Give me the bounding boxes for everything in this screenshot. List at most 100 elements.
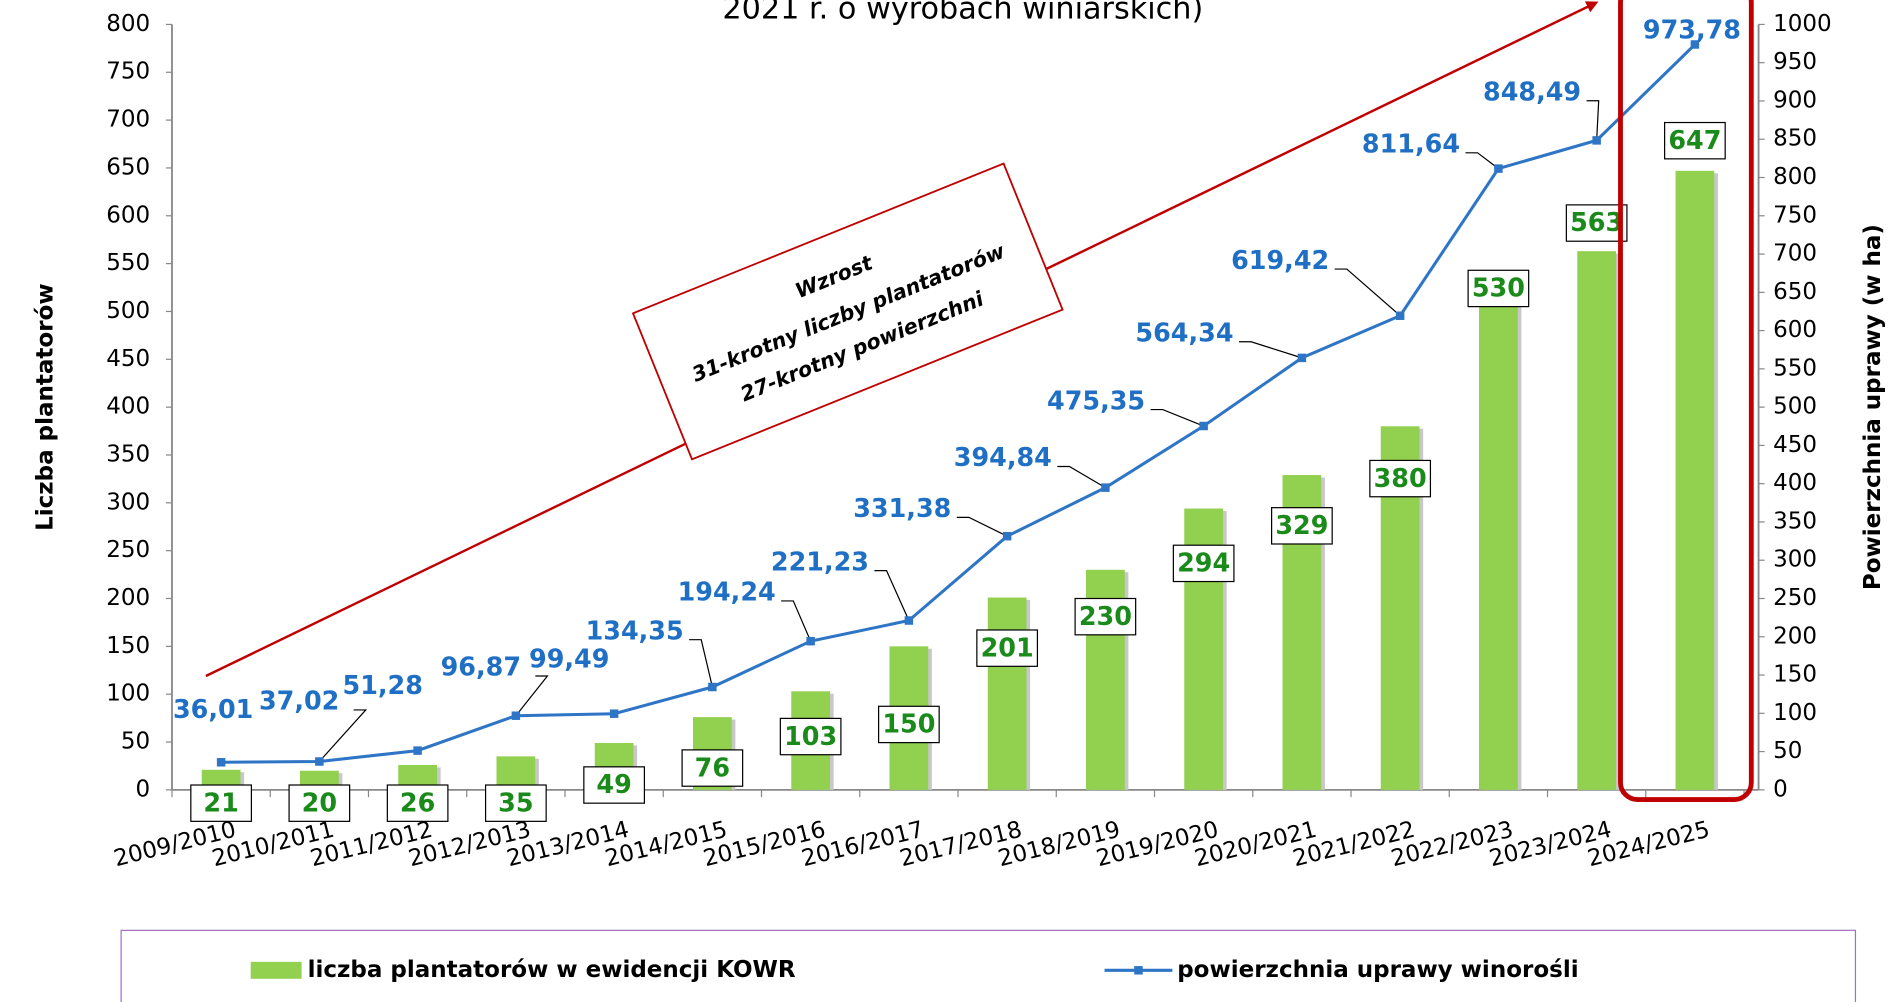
line-point [1494, 164, 1503, 173]
data-label-box [779, 717, 842, 756]
line-point [1690, 40, 1700, 49]
data-label: 20 [302, 787, 337, 817]
y2-tick-label: 50 [1773, 738, 1802, 764]
data-label-box [1467, 269, 1530, 308]
y-tick-label: 800 [106, 11, 150, 37]
line-point [806, 636, 815, 646]
legend-label: powierzchnia uprawy winorośli [1177, 957, 1578, 983]
data-label: 230 [1079, 601, 1132, 631]
y2-tick-label: 450 [1773, 432, 1817, 458]
data-label: 294 [1177, 548, 1230, 578]
data-label: 329 [1275, 510, 1328, 540]
y2-tick-label: 800 [1773, 164, 1817, 190]
leader-line [1238, 341, 1303, 359]
y-tick-label: 150 [106, 633, 150, 659]
data-label-box [1172, 544, 1235, 583]
y2-tick-label: 250 [1773, 585, 1817, 611]
data-label: 76 [695, 752, 730, 782]
bar [1675, 170, 1715, 790]
line-label: 394,84 [954, 442, 1052, 472]
line-label: 221,23 [771, 546, 869, 576]
line-point [511, 711, 521, 720]
legend-box [120, 929, 1857, 1002]
y-tick-label: 450 [106, 346, 150, 372]
line-label: 37,02 [259, 686, 339, 716]
annotation-box [631, 162, 1064, 461]
y-tick-label: 700 [106, 107, 150, 133]
line-label: 331,38 [853, 493, 951, 523]
y-tick-label: 350 [106, 441, 150, 467]
y-tick-label: 650 [106, 154, 150, 180]
legend-marker [1134, 966, 1143, 975]
line-label: 51,28 [343, 670, 423, 700]
data-label-box [1664, 121, 1726, 160]
y-tick-label: 50 [121, 729, 150, 755]
data-label: 26 [400, 787, 435, 817]
y2-tick-label: 200 [1773, 623, 1817, 649]
data-label: 201 [981, 632, 1034, 662]
line-point [1199, 421, 1208, 431]
line-point [413, 746, 422, 755]
line-point [1297, 353, 1307, 363]
y2-tick-label: 650 [1773, 279, 1817, 305]
line-label: 564,34 [1135, 317, 1233, 347]
y2-tick-label: 1000 [1773, 11, 1832, 37]
data-label-box [1271, 507, 1333, 545]
line-label: 475,35 [1047, 385, 1145, 415]
data-label: 563 [1570, 207, 1623, 237]
y2-tick-label: 350 [1773, 508, 1817, 534]
data-label-box [190, 784, 252, 822]
y2-tick-label: 100 [1773, 700, 1817, 726]
y-tick-label: 100 [106, 681, 150, 707]
data-label-box [976, 629, 1039, 667]
leader-line [1334, 268, 1401, 317]
leader-line [956, 516, 1008, 537]
y-tick-label: 200 [106, 585, 150, 611]
data-label-box [1074, 597, 1137, 636]
data-label-box [583, 766, 646, 804]
leader-line [515, 675, 549, 717]
y2-tick-label: 600 [1773, 317, 1817, 343]
leader-line [318, 709, 368, 762]
y2-axis-label: Powierzchnia uprawy (w ha) [1860, 224, 1886, 590]
y-tick-label: 550 [106, 250, 150, 276]
y2-tick-label: 900 [1773, 87, 1817, 113]
data-label: 380 [1374, 463, 1427, 493]
data-label-box [386, 784, 449, 822]
leader-line [1150, 408, 1204, 427]
line-point [1002, 531, 1012, 541]
y-tick-label: 750 [106, 59, 150, 85]
data-label-box [484, 784, 547, 822]
line-label: 973,78 [1643, 15, 1741, 45]
line [221, 43, 1696, 764]
y2-tick-label: 850 [1773, 126, 1817, 152]
y2-tick-label: 400 [1773, 470, 1817, 496]
data-label-box [681, 749, 744, 787]
line-point [1592, 136, 1601, 145]
leader-line [1465, 152, 1499, 170]
line-label: 194,24 [678, 577, 776, 607]
data-label: 35 [498, 787, 533, 817]
line-label: 134,35 [586, 615, 684, 645]
data-label: 150 [882, 709, 935, 739]
data-label-box [877, 705, 940, 744]
leader-line [1057, 465, 1106, 489]
line-label: 619,42 [1231, 245, 1329, 275]
line-label: 96,87 [441, 652, 521, 682]
bar [987, 597, 1027, 790]
y-tick-label: 600 [106, 202, 150, 228]
leader-line [689, 639, 713, 688]
bar [496, 756, 536, 790]
line-point [216, 758, 226, 767]
data-label: 647 [1668, 125, 1721, 155]
y2-tick-label: 0 [1773, 776, 1788, 802]
line-point [1395, 311, 1405, 320]
y2-tick-label: 750 [1773, 202, 1817, 228]
data-label-box [1369, 459, 1432, 498]
highlight [1618, 0, 1754, 802]
line-label: 848,49 [1483, 76, 1581, 106]
y-tick-label: 300 [106, 489, 150, 515]
leader-line [781, 600, 812, 642]
